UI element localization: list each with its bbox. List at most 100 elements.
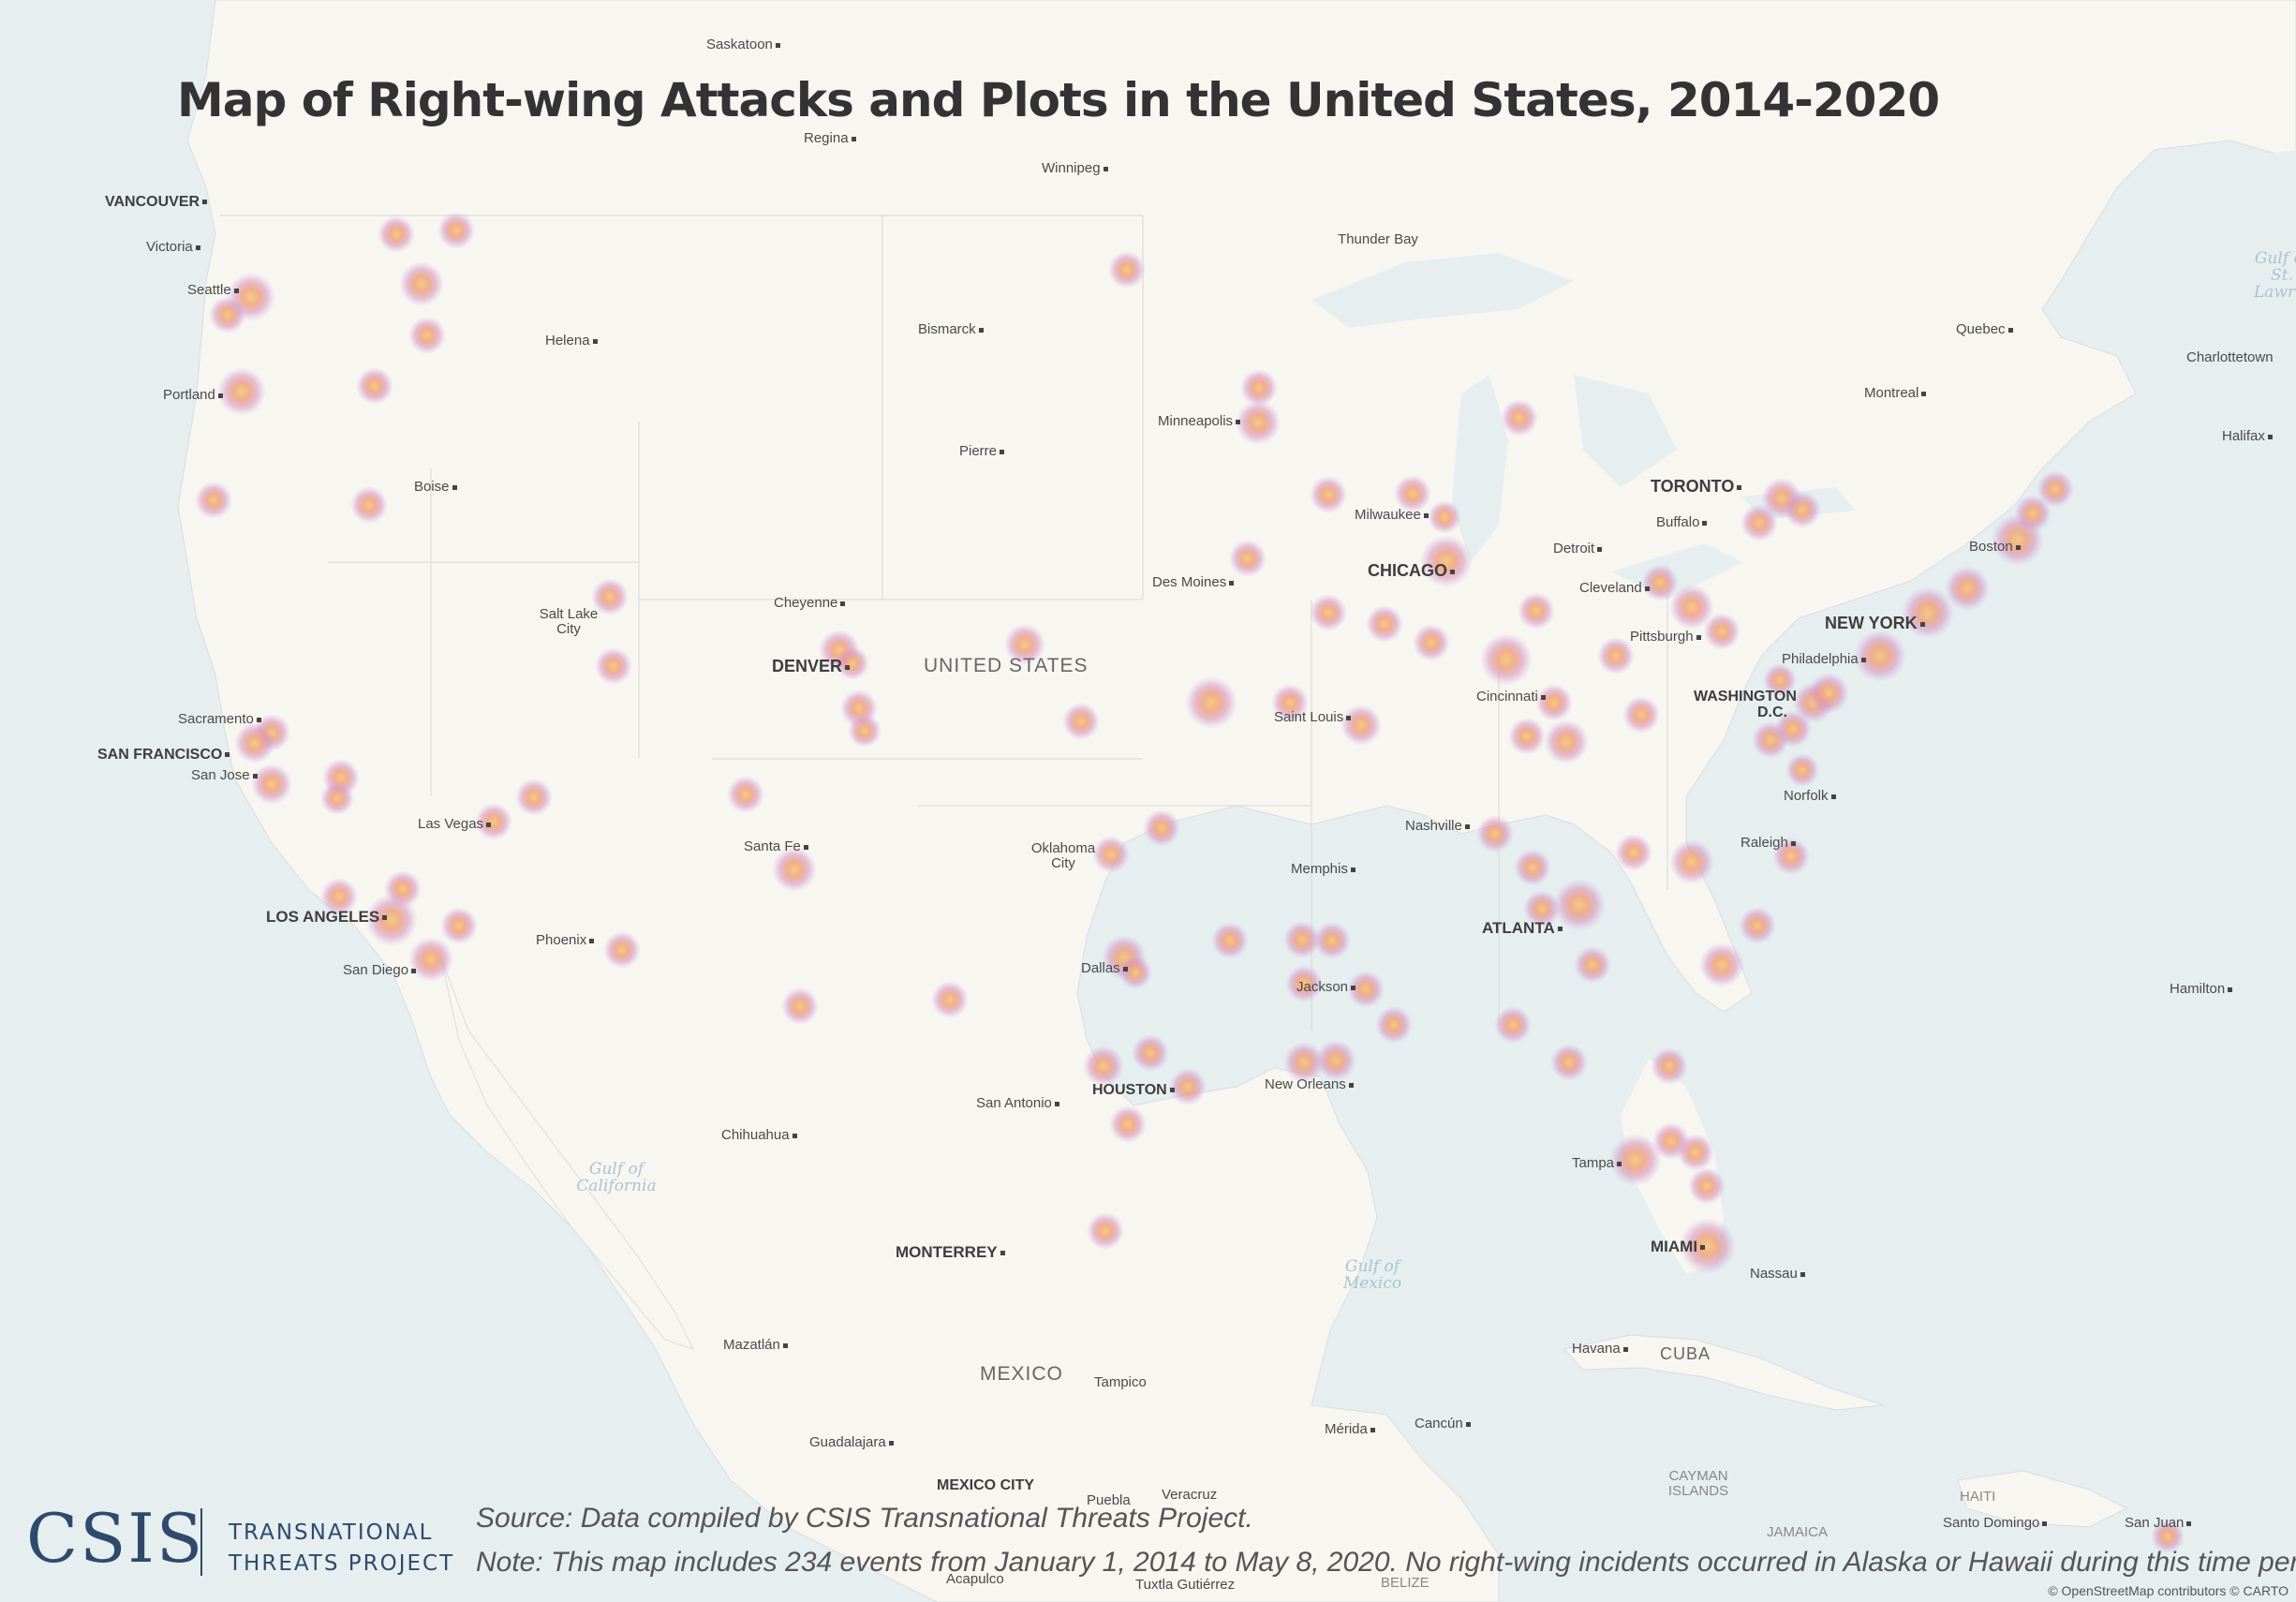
incident-hotspot <box>1480 633 1533 686</box>
incident-hotspot <box>1688 1167 1726 1205</box>
incident-hotspot <box>1310 476 1347 513</box>
label-charlottetown: Charlottetown <box>2186 349 2274 365</box>
cuba-island <box>1563 1334 1884 1411</box>
incident-hotspot <box>234 722 275 764</box>
incident-hotspot <box>1211 922 1249 959</box>
map-attribution: © OpenStreetMap contributors © CARTO <box>2048 1583 2289 1598</box>
incident-hotspot <box>1132 1034 1169 1072</box>
label-los-angeles: LOS ANGELES <box>266 909 387 926</box>
label-houston: HOUSTON <box>1092 1082 1175 1099</box>
label-boise: Boise <box>414 480 457 495</box>
label-pierre: Pierre <box>959 444 1004 459</box>
label-nassau: Nassau <box>1750 1267 1805 1282</box>
lake-superior <box>1311 253 1574 328</box>
label-quebec: Quebec <box>1956 322 2013 337</box>
incident-hotspot <box>1413 624 1450 661</box>
incident-hotspot <box>1428 500 1461 534</box>
incident-hotspot <box>356 367 393 405</box>
label-dallas: Dallas <box>1081 961 1128 976</box>
incident-hotspot <box>1494 1006 1532 1044</box>
incident-hotspot <box>1062 703 1100 740</box>
label-miami: MIAMI <box>1651 1239 1705 1255</box>
incident-hotspot <box>1945 566 1990 611</box>
incident-hotspot <box>1739 907 1776 944</box>
label-cleveland: Cleveland <box>1579 581 1650 596</box>
incident-hotspot <box>1784 491 1821 528</box>
label-vancouver: VANCOUVER <box>105 194 207 211</box>
label-las-vegas: Las Vegas <box>418 817 491 832</box>
incident-hotspot <box>1785 753 1819 787</box>
incident-hotspot <box>1641 564 1679 601</box>
incident-hotspot <box>595 647 632 685</box>
incident-hotspot <box>1087 1212 1124 1250</box>
data-note: Note: This map includes 234 events from … <box>476 1547 2296 1578</box>
incident-hotspot <box>1108 251 1146 289</box>
label-detroit: Detroit <box>1553 541 1602 556</box>
label-tampico: Tampico <box>1094 1374 1147 1390</box>
incident-hotspot <box>1609 1134 1662 1186</box>
label-havana: Havana <box>1572 1342 1628 1357</box>
label-minneapolis: Minneapolis <box>1158 414 1240 429</box>
label-cancun: Cancún <box>1415 1417 1471 1431</box>
label-santa-fe: Santa Fe <box>744 839 808 854</box>
incident-hotspot <box>603 931 641 969</box>
label-atlanta: ATLANTA <box>1482 920 1563 937</box>
incident-hotspot <box>1808 673 1849 714</box>
incident-hotspot <box>1544 719 1589 764</box>
label-norfolk: Norfolk <box>1784 789 1836 804</box>
label-san-juan: San Juan <box>2125 1516 2191 1531</box>
incident-hotspot <box>1597 637 1635 675</box>
incident-hotspot <box>408 937 453 982</box>
incident-hotspot <box>1523 890 1561 927</box>
incident-hotspot <box>1703 613 1741 650</box>
incident-hotspot <box>1615 834 1652 871</box>
incident-hotspot <box>1109 1105 1147 1143</box>
label-raleigh: Raleigh <box>1741 836 1796 851</box>
incident-hotspot <box>1550 1044 1588 1081</box>
incident-hotspot <box>195 482 232 519</box>
incident-hotspot <box>1283 1042 1325 1083</box>
label-milwaukee: Milwaukee <box>1355 508 1429 523</box>
label-mexico-city: MEXICO CITY <box>937 1477 1035 1493</box>
label-jackson: Jackson <box>1296 980 1355 995</box>
label-thunder-bay: Thunder Bay <box>1338 231 1418 247</box>
label-gulf-of-st-lawrence: Gulf of St. Lawrence <box>2254 249 2296 302</box>
incident-hotspot <box>1763 663 1797 697</box>
label-gulf-of-mexico: Gulf of Mexico <box>1342 1257 1402 1293</box>
incident-hotspot <box>591 578 629 616</box>
lake-michigan <box>1452 375 1508 562</box>
label-puebla: Puebla <box>1087 1492 1131 1508</box>
incident-hotspot <box>251 764 292 805</box>
label-halifax: Halifax <box>2222 429 2273 444</box>
incident-hotspot <box>1574 946 1611 984</box>
label-san-jose: San Jose <box>191 768 258 783</box>
label-jamaica: JAMAICA <box>1767 1524 1829 1540</box>
incident-hotspot <box>1651 1047 1688 1085</box>
csis-logo: CSIS <box>26 1499 205 1578</box>
incident-hotspot <box>1680 1218 1736 1274</box>
label-des-moines: Des Moines <box>1152 575 1234 590</box>
incident-hotspot <box>1476 815 1514 853</box>
incident-hotspot <box>781 987 819 1025</box>
incident-hotspot <box>1169 1068 1207 1105</box>
incident-hotspot <box>1501 399 1538 437</box>
incident-hotspot <box>1752 721 1789 759</box>
incident-hotspot <box>1514 849 1551 886</box>
incident-hotspot <box>1185 676 1237 729</box>
label-winnipeg: Winnipeg <box>1042 161 1108 176</box>
incident-hotspot <box>399 261 444 306</box>
incident-hotspot <box>209 296 246 334</box>
label-saint-louis: Saint Louis <box>1274 710 1351 725</box>
label-hamilton: Hamilton <box>2170 982 2232 997</box>
label-pittsburgh: Pittsburgh <box>1630 630 1701 645</box>
incident-hotspot <box>1518 592 1555 630</box>
label-regina: Regina <box>804 131 856 146</box>
incident-hotspot <box>1283 921 1321 958</box>
incident-hotspot <box>350 486 388 524</box>
label-guadalajara: Guadalajara <box>809 1435 894 1450</box>
label-portland: Portland <box>163 388 223 403</box>
label-mazatlan: Mazatlán <box>723 1338 788 1353</box>
ttp-wordmark: TRANSNATIONAL THREATS PROJECT <box>229 1518 454 1580</box>
label-sacramento: Sacramento <box>178 712 261 727</box>
